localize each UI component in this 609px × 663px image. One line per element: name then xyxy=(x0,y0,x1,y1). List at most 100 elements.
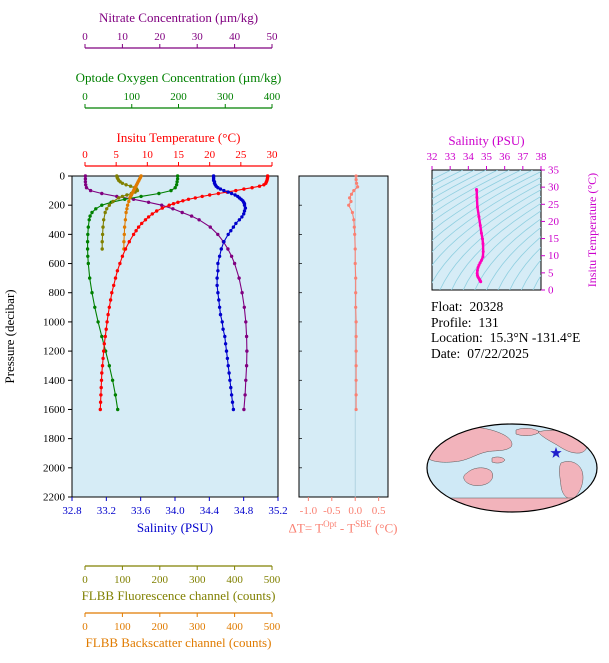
svg-text:1000: 1000 xyxy=(43,316,66,328)
svg-text:1400: 1400 xyxy=(43,375,66,387)
svg-text:30: 30 xyxy=(267,149,279,161)
delta-t-panel: -1.0 -0.5 0.0 0.5 xyxy=(298,174,389,517)
svg-text:20: 20 xyxy=(154,31,166,43)
float-id-row: Float: 20328 xyxy=(431,299,580,315)
svg-text:400: 400 xyxy=(226,621,243,633)
svg-text:34.4: 34.4 xyxy=(200,505,220,517)
svg-text:35: 35 xyxy=(548,165,560,177)
svg-text:1800: 1800 xyxy=(43,433,66,445)
svg-text:32.8: 32.8 xyxy=(62,505,82,517)
svg-text:0: 0 xyxy=(82,621,88,633)
location-value: 15.3°N -131.4°E xyxy=(489,330,581,345)
svg-text:500: 500 xyxy=(264,574,281,586)
location-label: Location: xyxy=(431,330,483,345)
temperature-axis: 0 5 10 15 20 25 30 Insitu Temperature (°C) xyxy=(82,130,279,167)
svg-text:200: 200 xyxy=(152,574,169,586)
svg-text:Optode Oxygen Concentration (µ: Optode Oxygen Concentration (µm/kg) xyxy=(76,70,282,85)
svg-text:34.8: 34.8 xyxy=(234,505,254,517)
pressure-axis: 0 200 400 600 800 1000 1200 1400 1600 1800 2000 220… xyxy=(2,171,72,504)
svg-text:400: 400 xyxy=(264,91,281,103)
backscatter-axis: 0 100 200 300 400 500 FLBB Backscatter channel… xyxy=(82,612,281,650)
svg-text:300: 300 xyxy=(189,621,206,633)
svg-text:34.0: 34.0 xyxy=(165,505,185,517)
svg-text:15: 15 xyxy=(173,149,185,161)
svg-text:33.6: 33.6 xyxy=(131,505,151,517)
salinity-axis: 32.8 33.2 33.6 34.0 34.4 34.8 35.2 Salinity (PS… xyxy=(62,497,288,535)
float-id-value: 20328 xyxy=(469,299,504,314)
oxygen-axis: 0 100 200 300 400 Optode Oxygen Concentration… xyxy=(76,70,282,109)
svg-text:32: 32 xyxy=(427,151,438,163)
svg-text:200: 200 xyxy=(152,621,169,633)
svg-text:-1.0: -1.0 xyxy=(300,505,318,517)
world-map xyxy=(426,423,598,513)
svg-text:400: 400 xyxy=(49,229,66,241)
svg-text:2200: 2200 xyxy=(43,492,66,504)
svg-text:37: 37 xyxy=(517,151,529,163)
svg-text:0: 0 xyxy=(60,171,66,183)
svg-text:50: 50 xyxy=(267,31,279,43)
svg-text:10: 10 xyxy=(117,31,129,43)
ts-diagram-panel: 32 33 34 35 36 37 38 Salinity (PSU) 0 5 10 15 20 25 30… xyxy=(427,133,600,297)
svg-text:600: 600 xyxy=(49,258,66,270)
svg-text:300: 300 xyxy=(189,574,206,586)
temperature-series xyxy=(98,174,270,412)
svg-text:36: 36 xyxy=(499,151,511,163)
svg-text:400: 400 xyxy=(226,574,243,586)
date-value: 07/22/2025 xyxy=(467,345,529,361)
svg-text:25: 25 xyxy=(548,199,560,211)
delta-t-label-sup-opt: Opt xyxy=(323,519,337,529)
svg-text:10: 10 xyxy=(548,250,560,262)
profile-number-value: 131 xyxy=(478,314,499,330)
svg-text:0.5: 0.5 xyxy=(372,505,386,517)
svg-text:Insitu Temperature (°C): Insitu Temperature (°C) xyxy=(117,130,241,145)
svg-text:33.2: 33.2 xyxy=(97,505,116,517)
svg-text:10: 10 xyxy=(142,149,154,161)
fluorescence-axis: 0 100 200 300 400 500 FLBB Fluorescence channe… xyxy=(82,565,281,603)
nitrate-series xyxy=(83,174,249,412)
svg-text:30: 30 xyxy=(192,31,204,43)
map-landmasses xyxy=(427,426,595,512)
svg-text:40: 40 xyxy=(229,31,241,43)
profile-number-label: Profile: xyxy=(431,314,472,330)
svg-text:34: 34 xyxy=(463,151,475,163)
svg-text:Insitu Temperature (°C): Insitu Temperature (°C) xyxy=(585,173,599,287)
ts-profile-series xyxy=(475,188,485,284)
svg-text:FLBB Backscatter channel (coun: FLBB Backscatter channel (counts) xyxy=(86,635,272,650)
svg-text:25: 25 xyxy=(235,149,247,161)
fluorescence-series xyxy=(100,174,140,251)
delta-t-series xyxy=(347,174,360,412)
delta-t-axis-label: ΔT= TOpt - TSBE (°C) xyxy=(289,519,398,536)
svg-text:33: 33 xyxy=(445,151,457,163)
svg-text:200: 200 xyxy=(170,91,187,103)
svg-text:2000: 2000 xyxy=(43,462,66,474)
oxygen-series xyxy=(85,174,180,412)
svg-text:300: 300 xyxy=(217,91,234,103)
date-row: Date: 07/22/2025 xyxy=(431,346,580,362)
profile-panel: 0200400600800100012001400160018002000220… xyxy=(2,10,288,650)
location-row: Location: 15.3°N -131.4°E xyxy=(431,330,580,346)
svg-text:100: 100 xyxy=(114,574,131,586)
svg-text:0: 0 xyxy=(82,149,88,161)
svg-text:1600: 1600 xyxy=(43,404,66,416)
svg-text:0.0: 0.0 xyxy=(348,505,362,517)
svg-text:35: 35 xyxy=(481,151,493,163)
svg-text:200: 200 xyxy=(49,200,66,212)
svg-text:800: 800 xyxy=(49,287,66,299)
delta-t-label-mid: - T xyxy=(336,520,356,536)
profile-number-row: Profile: 131 xyxy=(431,315,580,331)
svg-text:1200: 1200 xyxy=(43,346,66,358)
svg-text:Nitrate Concentration (µm/kg): Nitrate Concentration (µm/kg) xyxy=(99,10,258,25)
svg-text:100: 100 xyxy=(114,621,131,633)
svg-text:20: 20 xyxy=(204,149,216,161)
svg-text:30: 30 xyxy=(548,182,560,194)
svg-text:38: 38 xyxy=(536,151,548,163)
svg-text:-0.5: -0.5 xyxy=(323,505,341,517)
float-id-label: Float: xyxy=(431,299,463,314)
delta-t-label-prefix: ΔT= T xyxy=(288,520,324,536)
svg-text:Pressure (decibar): Pressure (decibar) xyxy=(2,289,17,383)
svg-text:0: 0 xyxy=(82,91,88,103)
date-label: Date: xyxy=(431,345,461,361)
svg-text:Salinity (PSU): Salinity (PSU) xyxy=(448,133,524,148)
